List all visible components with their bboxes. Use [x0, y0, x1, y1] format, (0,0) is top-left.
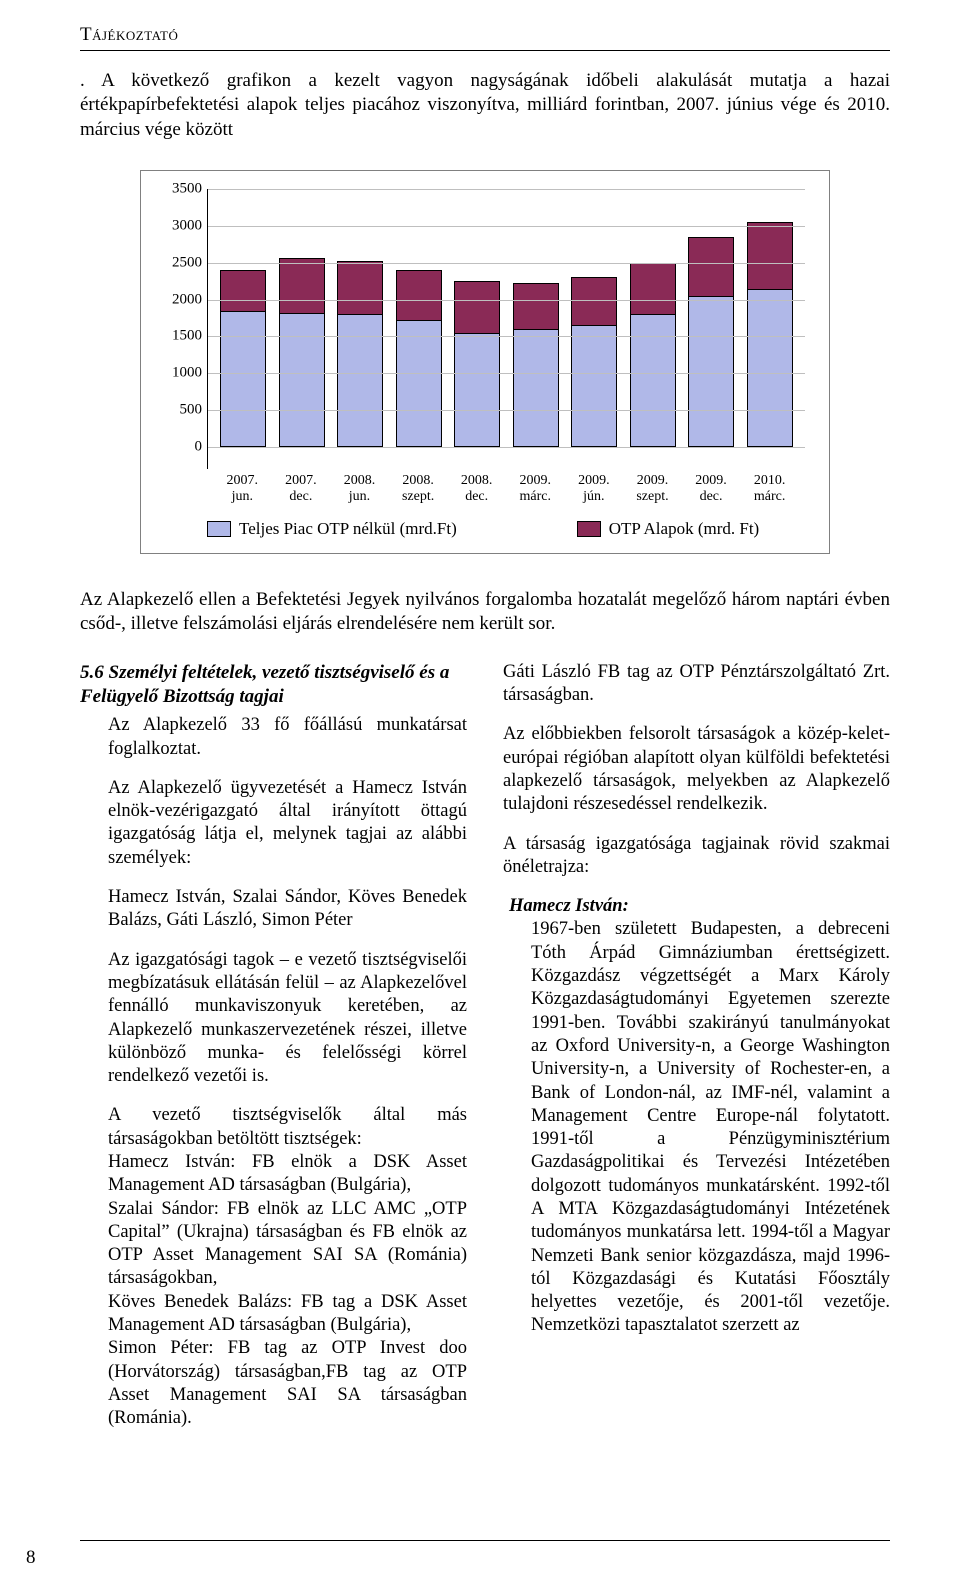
y-tick-label: 500	[180, 402, 209, 419]
bar	[454, 281, 500, 447]
section-heading: 5.6 Személyi feltételek, vezető tisztség…	[80, 661, 467, 709]
legend-label-1: OTP Alapok (mrd. Ft)	[609, 519, 759, 539]
bar-segment-bottom	[572, 326, 616, 445]
legend-swatch-1	[577, 521, 601, 537]
bar	[337, 261, 383, 447]
gridline	[208, 336, 805, 337]
y-tick-label: 0	[195, 438, 209, 455]
x-tick-label: 2007.dec.	[278, 473, 324, 505]
y-tick-label: 2000	[172, 291, 208, 308]
right-p2: Az előbbiekben felsorolt társaságok a kö…	[503, 723, 890, 816]
right-column: Gáti László FB tag az OTP Pénztárszolgál…	[503, 661, 890, 1447]
bio-name: Hamecz István:	[509, 895, 890, 918]
gridline	[208, 226, 805, 227]
bar	[571, 277, 617, 447]
legend-label-0: Teljes Piac OTP nélkül (mrd.Ft)	[239, 519, 457, 539]
bar-segment-top	[338, 262, 382, 315]
legend-swatch-0	[207, 521, 231, 537]
left-p1: Az Alapkezelő 33 fő főállású munkatársat…	[108, 714, 467, 761]
legend-item-1: OTP Alapok (mrd. Ft)	[577, 519, 759, 539]
gridline	[208, 447, 805, 448]
x-tick-label: 2009.jún.	[571, 473, 617, 505]
chart-legend: Teljes Piac OTP nélkül (mrd.Ft) OTP Alap…	[207, 519, 811, 539]
bar-segment-top	[748, 223, 792, 289]
chart-plot: 0500100015002000250030003500	[207, 189, 805, 469]
y-tick-label: 2500	[172, 254, 208, 271]
bio-text: 1967-ben született Budapesten, a debrece…	[531, 918, 890, 1337]
bar-segment-bottom	[748, 290, 792, 446]
bar	[279, 258, 325, 447]
bar-segment-top	[221, 271, 265, 312]
x-tick-label: 2009.dec.	[688, 473, 734, 505]
bar-segment-top	[280, 259, 324, 314]
left-p4: Az igazgatósági tagok – e vezető tisztsé…	[108, 949, 467, 1089]
x-tick-label: 2009.szept.	[629, 473, 675, 505]
y-tick-label: 3000	[172, 217, 208, 234]
header-rule	[80, 50, 890, 51]
x-tick-label: 2008.szept.	[395, 473, 441, 505]
bar-segment-bottom	[397, 321, 441, 446]
bar-segment-bottom	[631, 315, 675, 446]
gridline	[208, 410, 805, 411]
x-tick-label: 2007.jun.	[219, 473, 265, 505]
bar-segment-top	[397, 271, 441, 321]
bar-segment-bottom	[689, 297, 733, 446]
bar-segment-top	[514, 284, 558, 330]
right-p1: Gáti László FB tag az OTP Pénztárszolgál…	[503, 661, 890, 708]
page-number: 8	[26, 1547, 36, 1569]
y-tick-label: 1000	[172, 365, 208, 382]
right-p3: A társaság igazgatósága tagjainak rövid …	[503, 833, 890, 880]
footer-rule	[80, 1540, 890, 1541]
bar	[220, 270, 266, 447]
x-tick-label: 2010.márc.	[747, 473, 793, 505]
bar-segment-bottom	[280, 314, 324, 446]
left-p5: A vezető tisztségviselők által más társa…	[108, 1104, 467, 1430]
bar-segment-top	[572, 278, 616, 326]
bar-segment-bottom	[221, 312, 265, 446]
legend-item-0: Teljes Piac OTP nélkül (mrd.Ft)	[207, 519, 457, 539]
bar-segment-top	[631, 264, 675, 316]
y-tick-label: 3500	[172, 180, 208, 197]
bar-segment-bottom	[455, 334, 499, 446]
running-head: Tájékoztató	[80, 24, 890, 46]
left-p2: Az Alapkezelő ügyvezetését a Hamecz Istv…	[108, 777, 467, 870]
bar-segment-top	[689, 238, 733, 297]
y-tick-label: 1500	[172, 328, 208, 345]
bar	[630, 263, 676, 447]
gridline	[208, 373, 805, 374]
bar	[513, 283, 559, 447]
intro-paragraph: . A következő grafikon a kezelt vagyon n…	[80, 69, 890, 142]
bar-segment-top	[455, 282, 499, 334]
bar-segment-bottom	[338, 315, 382, 446]
x-tick-label: 2008.jun.	[336, 473, 382, 505]
x-tick-label: 2008.dec.	[454, 473, 500, 505]
chart-container: 0500100015002000250030003500 2007.jun.20…	[140, 170, 830, 554]
left-p3: Hamecz István, Szalai Sándor, Köves Bene…	[108, 886, 467, 933]
x-tick-label: 2009.márc.	[512, 473, 558, 505]
bar-segment-bottom	[514, 330, 558, 446]
gridline	[208, 263, 805, 264]
bar	[747, 222, 793, 447]
left-column: 5.6 Személyi feltételek, vezető tisztség…	[80, 661, 467, 1447]
mid-paragraph: Az Alapkezelő ellen a Befektetési Jegyek…	[80, 588, 890, 637]
bar	[396, 270, 442, 447]
bar	[688, 237, 734, 447]
gridline	[208, 189, 805, 190]
gridline	[208, 300, 805, 301]
two-columns: 5.6 Személyi feltételek, vezető tisztség…	[80, 661, 890, 1447]
